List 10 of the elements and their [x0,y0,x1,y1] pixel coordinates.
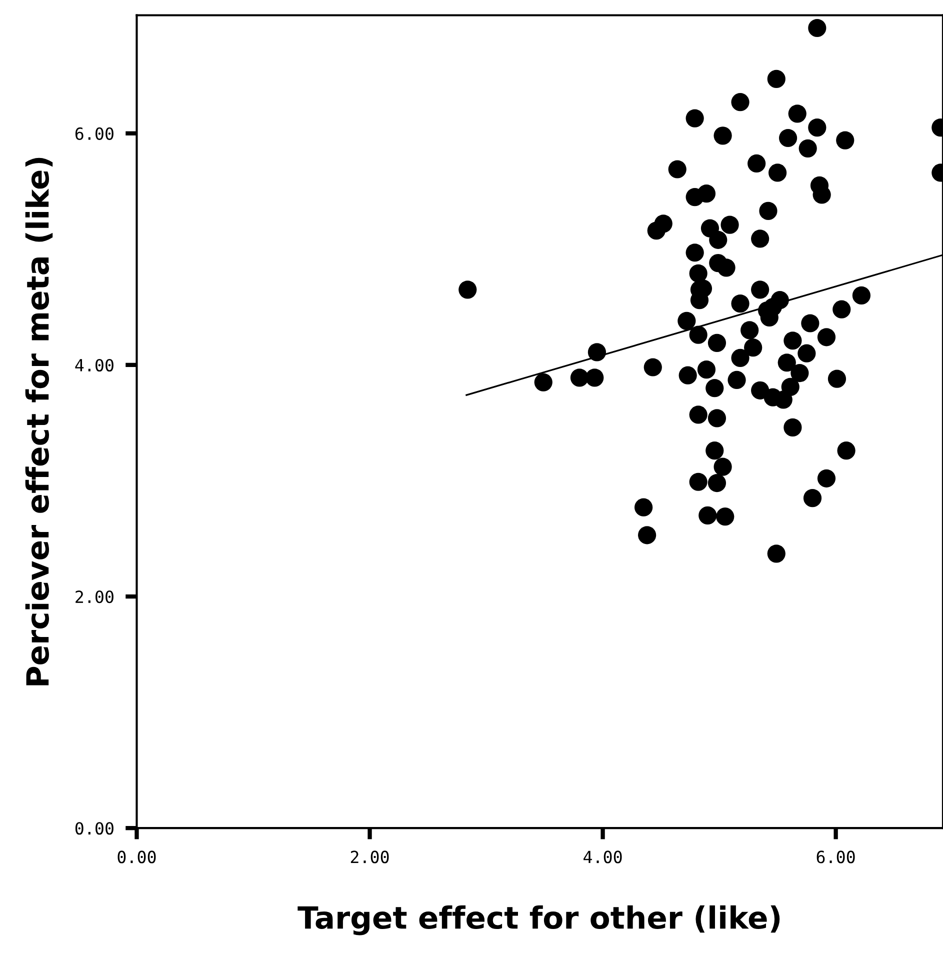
x-axis-title: Target effect for other (like) [298,905,780,936]
x-tick-label: 2.00 [350,850,389,864]
x-tick-label: 0.00 [118,850,156,864]
y-tick-label: 4.00 [75,358,114,372]
x-tick-label: 4.00 [584,850,622,864]
y-tick-label: 0.00 [75,822,114,835]
y-tick-label: 2.00 [76,590,114,604]
y-axis-title: Perciever effect for meta (like) [25,158,53,686]
y-tick-label: 6.00 [75,127,114,140]
x-tick-label: 6.00 [816,850,855,864]
